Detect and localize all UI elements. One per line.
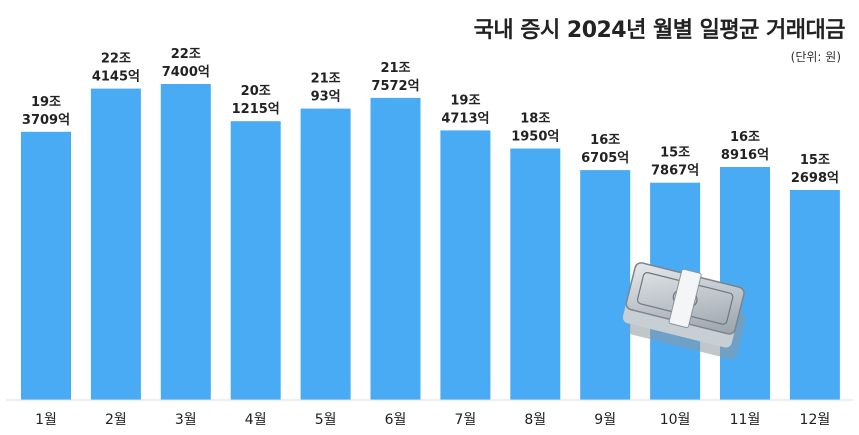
data-label-trillion-8: 18조	[520, 112, 550, 127]
data-label-hundredmillion-6: 7572억	[371, 79, 419, 94]
bar-1	[21, 131, 71, 401]
data-label-trillion-9: 16조	[590, 133, 620, 148]
bar-3	[160, 84, 211, 400]
data-label-trillion-11: 16조	[730, 130, 760, 145]
bar-6	[370, 97, 421, 401]
data-label-hundredmillion-12: 2698억	[791, 171, 839, 186]
x-tick-label-12: 12월	[800, 412, 831, 428]
data-label-trillion-2: 22조	[101, 52, 131, 67]
bar-4	[230, 121, 281, 400]
data-label-hundredmillion-4: 1215억	[232, 102, 280, 117]
data-label-hundredmillion-8: 1950억	[511, 130, 559, 145]
data-label-trillion-10: 15조	[660, 146, 690, 161]
x-tick-label-7: 7월	[455, 412, 477, 428]
bar-2	[90, 88, 141, 400]
unit-label: (단위: 원)	[790, 50, 841, 64]
data-label-trillion-5: 21조	[311, 72, 341, 87]
bar-11	[720, 167, 770, 400]
x-tick-label-1: 1월	[35, 412, 57, 428]
data-label-trillion-12: 15조	[800, 153, 830, 168]
x-tick-label-11: 11월	[730, 412, 761, 428]
x-tick-label-9: 9월	[594, 412, 616, 428]
data-label-trillion-6: 21조	[380, 61, 410, 76]
data-label-hundredmillion-7: 4713억	[441, 111, 489, 126]
data-label-hundredmillion-10: 7867억	[651, 164, 699, 179]
x-tick-label-4: 4월	[245, 412, 267, 428]
data-label-hundredmillion-1: 3709억	[22, 113, 70, 128]
x-tick-label-3: 3월	[175, 412, 197, 428]
data-label-hundredmillion-11: 8916억	[721, 148, 769, 163]
x-tick-label-6: 6월	[385, 412, 407, 428]
data-label-trillion-7: 19조	[450, 93, 480, 108]
bar-7	[440, 130, 491, 400]
x-tick-label-2: 2월	[105, 412, 127, 428]
data-label-hundredmillion-3: 7400억	[162, 65, 210, 80]
x-tick-label-8: 8월	[524, 412, 546, 428]
x-tick-label-10: 10월	[660, 412, 691, 428]
bar-8	[510, 148, 561, 400]
bar-12	[789, 190, 840, 400]
data-label-trillion-1: 19조	[31, 95, 61, 110]
data-label-hundredmillion-9: 6705억	[581, 151, 629, 166]
cash-bundle-illustration	[622, 262, 746, 360]
data-label-hundredmillion-2: 4145억	[92, 70, 140, 85]
data-label-trillion-4: 20조	[241, 84, 271, 99]
bar-5	[300, 108, 351, 400]
data-label-trillion-3: 22조	[171, 47, 201, 62]
x-tick-label-5: 5월	[315, 412, 337, 428]
chart-title: 국내 증시 2024년 월별 일평균 거래대금	[473, 18, 846, 43]
bar-9	[580, 170, 631, 400]
data-label-hundredmillion-5: 93억	[311, 90, 341, 105]
